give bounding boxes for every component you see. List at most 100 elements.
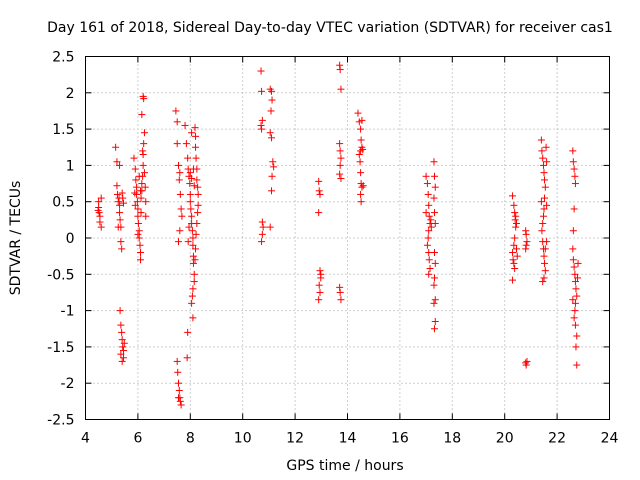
data-point: [119, 347, 127, 355]
data-point: [512, 223, 520, 231]
data-point: [336, 283, 344, 291]
data-point: [569, 296, 577, 304]
data-point: [316, 288, 324, 296]
data-point: [317, 270, 325, 278]
data-point: [190, 270, 198, 278]
axis-ticks: 4 6 8 10 12 14 16 18 20 22 24-2.5-2-1.5-1-0.500.51…: [47, 50, 618, 447]
data-point: [118, 328, 126, 336]
data-point: [522, 245, 530, 253]
data-point: [140, 129, 148, 137]
data-point: [189, 252, 197, 260]
data-point: [189, 314, 197, 322]
data-point: [430, 325, 438, 333]
data-point: [542, 143, 550, 151]
data-point: [570, 314, 578, 322]
data-point: [116, 209, 124, 217]
data-point: [189, 259, 197, 267]
data-point: [522, 227, 530, 235]
data-point: [357, 169, 365, 177]
data-point: [119, 199, 127, 207]
data-point: [194, 209, 202, 217]
data-point: [359, 145, 367, 153]
data-point: [142, 212, 150, 220]
data-point: [119, 194, 127, 202]
x-tick-label: 18: [443, 431, 461, 447]
data-point: [116, 307, 124, 315]
data-point: [511, 234, 519, 242]
data-point: [133, 198, 141, 206]
data-point: [572, 285, 580, 293]
data-point: [259, 223, 267, 231]
data-point: [337, 296, 345, 304]
data-point: [258, 125, 266, 133]
data-point: [172, 107, 180, 115]
data-point: [189, 234, 197, 242]
data-point: [130, 154, 138, 162]
data-point: [190, 182, 198, 190]
data-point: [258, 87, 266, 95]
data-point: [140, 140, 148, 148]
data-point: [134, 219, 142, 227]
data-point: [270, 163, 278, 171]
data-point: [117, 350, 125, 358]
data-point: [358, 116, 366, 124]
data-point: [543, 201, 551, 209]
data-point: [118, 245, 126, 253]
data-point: [357, 190, 365, 198]
data-point: [430, 158, 438, 166]
data-points: [94, 61, 582, 409]
data-point: [113, 182, 121, 190]
data-point: [141, 183, 149, 191]
data-point: [136, 241, 144, 249]
data-point: [184, 154, 192, 162]
data-point: [511, 264, 519, 272]
data-point: [114, 198, 122, 206]
data-point: [113, 190, 121, 198]
data-point: [315, 187, 323, 195]
data-point: [573, 332, 581, 340]
data-point: [315, 209, 323, 217]
data-point: [174, 368, 182, 376]
data-point: [178, 212, 186, 220]
data-point: [510, 201, 518, 209]
data-point: [569, 147, 577, 155]
data-point: [539, 212, 547, 220]
y-tick-label: 0: [66, 231, 75, 247]
data-point: [569, 256, 577, 264]
data-point: [425, 201, 433, 209]
data-point: [116, 216, 124, 224]
data-point: [175, 176, 183, 184]
data-point: [539, 219, 547, 227]
x-tick-label: 24: [601, 431, 619, 447]
data-point: [175, 386, 183, 394]
data-point: [190, 278, 198, 286]
data-point: [258, 218, 266, 226]
data-point: [188, 292, 196, 300]
data-point: [539, 278, 547, 286]
data-point: [427, 216, 435, 224]
data-point: [523, 238, 531, 246]
data-point: [569, 158, 577, 166]
data-point: [113, 158, 121, 166]
data-point: [134, 230, 142, 238]
data-point: [176, 169, 184, 177]
data-point: [540, 169, 548, 177]
chart-title: Day 161 of 2018, Sidereal Day-to-day VTE…: [47, 20, 613, 36]
data-point: [570, 165, 578, 173]
data-point: [142, 198, 150, 206]
data-point: [541, 176, 549, 184]
y-tick-label: 2: [66, 86, 75, 102]
data-point: [118, 189, 126, 197]
data-point: [134, 205, 142, 213]
data-point: [509, 256, 517, 264]
data-point: [513, 252, 521, 260]
data-point: [423, 241, 431, 249]
data-point: [539, 161, 547, 169]
data-point: [541, 194, 549, 202]
data-point: [359, 182, 367, 190]
data-point: [116, 201, 124, 209]
data-point: [543, 238, 551, 246]
data-point: [176, 190, 184, 198]
x-tick-label: 14: [339, 431, 357, 447]
